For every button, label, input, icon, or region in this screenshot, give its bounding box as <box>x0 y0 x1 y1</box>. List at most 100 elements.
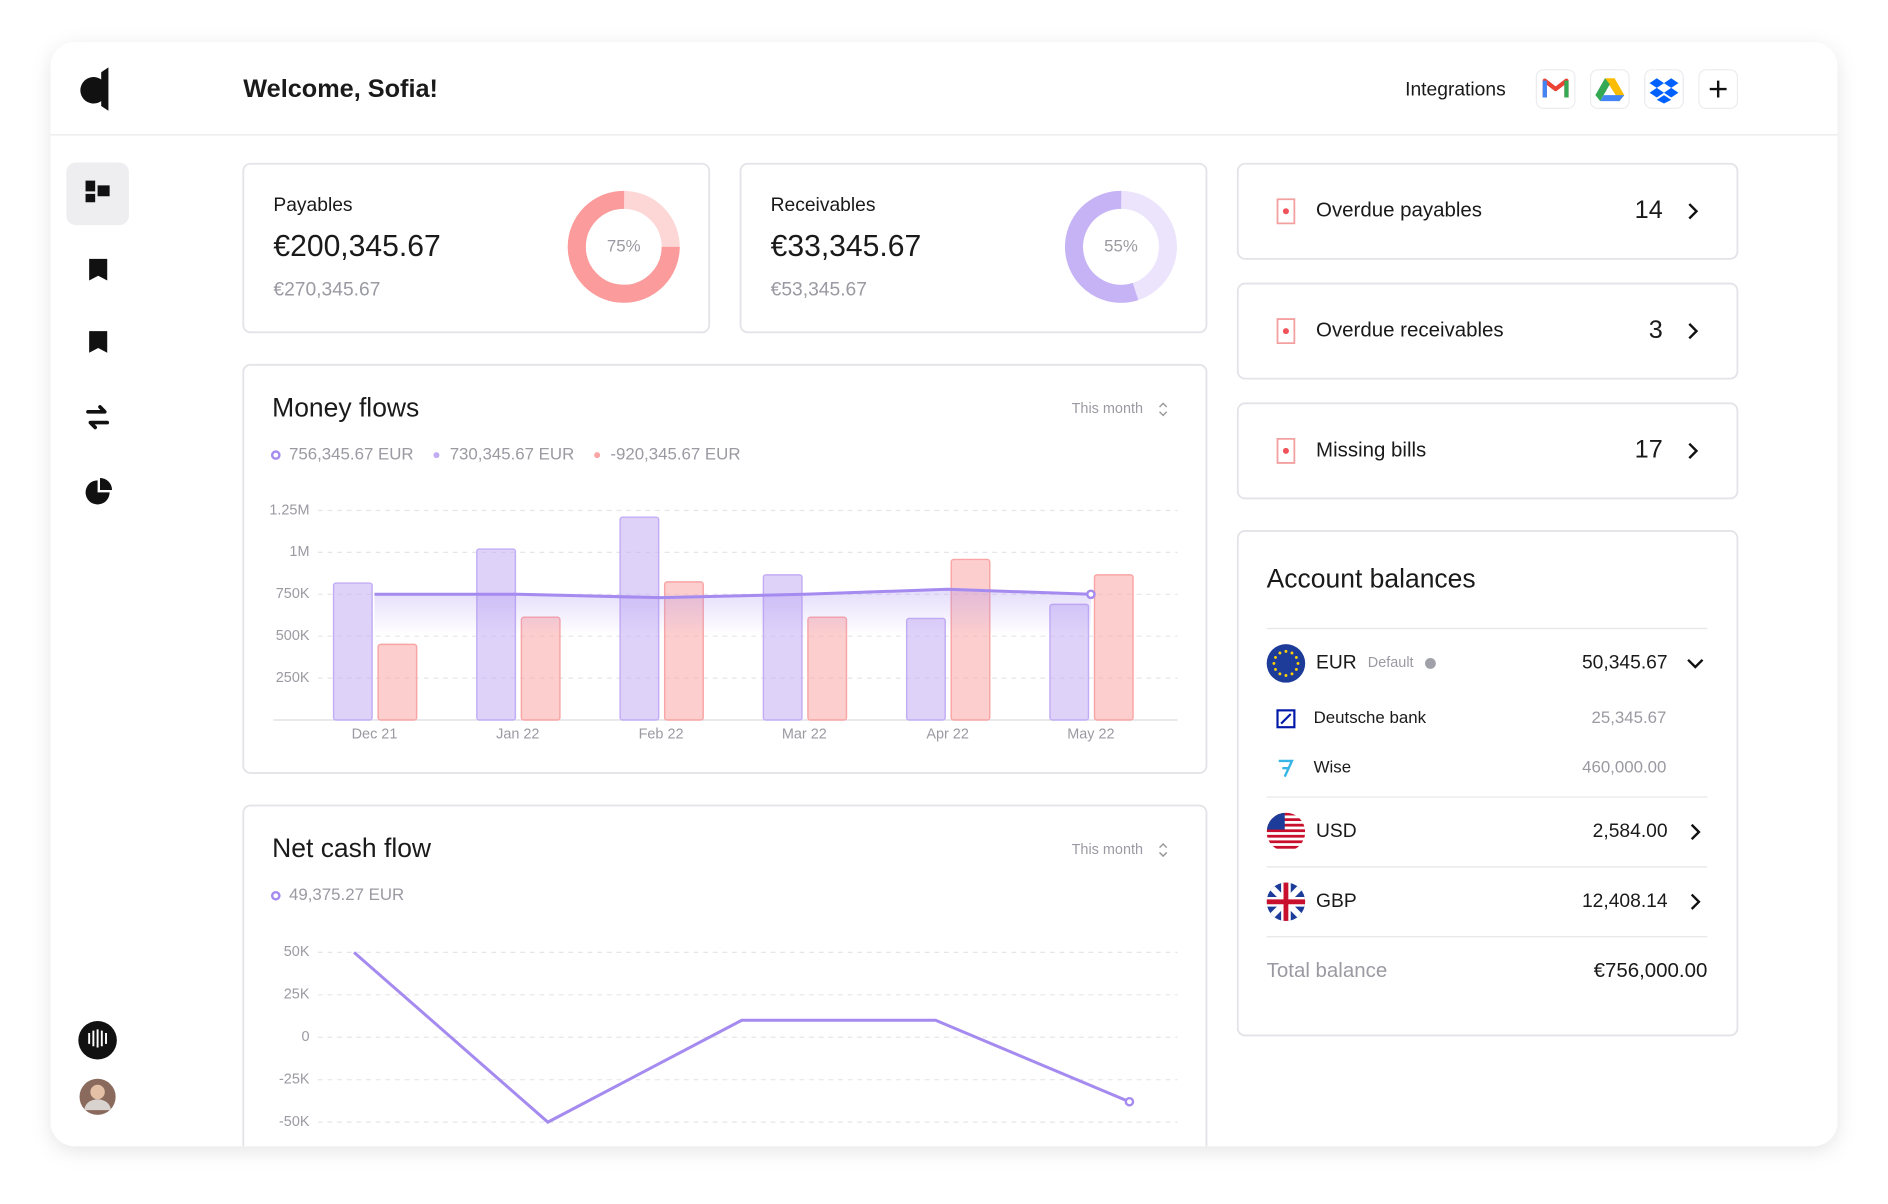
nav-receivables[interactable] <box>89 331 108 353</box>
period-chevron <box>1159 842 1168 858</box>
bank-icon-wise <box>1278 759 1294 778</box>
bank-amount: 25,345.67 <box>1591 708 1666 727</box>
alert-card[interactable] <box>1236 282 1739 380</box>
alert-icon-dot <box>1282 447 1289 454</box>
currency-amount: 2,584.00 <box>1593 821 1668 842</box>
chart-title: Net cash flow <box>272 833 432 863</box>
default-badge: Default <box>1368 655 1414 671</box>
flag-star <box>1272 661 1276 665</box>
x-tick-label: Feb 22 <box>639 726 684 742</box>
nav-dashboard[interactable] <box>85 180 110 203</box>
row-chevron[interactable] <box>1687 658 1704 669</box>
flag-stripe <box>1266 812 1306 816</box>
row-chevron[interactable] <box>1690 893 1701 910</box>
nav-payables[interactable] <box>89 258 108 281</box>
nav-transfers[interactable] <box>86 405 110 430</box>
legend-marker <box>433 452 440 459</box>
receivables-donut-arc <box>1065 190 1177 303</box>
add-integration[interactable] <box>1698 69 1739 109</box>
chart-title: Money flows <box>272 392 419 422</box>
alert-card[interactable] <box>1236 162 1739 260</box>
alert-chevron <box>1688 323 1699 340</box>
total-amount: €756,000.00 <box>1594 959 1708 982</box>
net-cash-flow-card <box>242 804 1208 1147</box>
y-tick-label: 0 <box>301 1029 309 1045</box>
legend-label: 756,345.67 EUR <box>289 445 414 464</box>
flag-star <box>1294 667 1298 671</box>
flag-star <box>1278 672 1282 676</box>
legend-marker <box>594 452 601 459</box>
payables-label: Payables <box>273 195 352 216</box>
x-tick-label: May 22 <box>1067 726 1114 742</box>
currency-code: EUR <box>1316 652 1357 673</box>
total-label: Total balance <box>1267 959 1388 982</box>
support-button[interactable] <box>78 1020 117 1060</box>
bank-icon-db <box>1276 709 1296 729</box>
period-select[interactable]: This month <box>1072 401 1143 417</box>
line-end-marker <box>1124 1096 1135 1107</box>
line-end-marker <box>1086 589 1096 600</box>
flag-gbp <box>1266 882 1306 922</box>
line-area <box>374 589 1091 720</box>
flag-star <box>1296 661 1300 665</box>
flag-stripe <box>1266 834 1306 838</box>
line-series <box>374 587 1091 600</box>
alert-label: Overdue payables <box>1316 199 1482 222</box>
welcome-title: Welcome, Sofia! <box>243 75 438 103</box>
bank-amount: 460,000.00 <box>1582 758 1666 777</box>
flag-star <box>1290 651 1294 655</box>
y-tick-label: 750K <box>276 586 310 602</box>
flag-star <box>1278 651 1282 655</box>
x-tick-label: Jan 22 <box>496 726 539 742</box>
payables-donut-arc <box>567 190 680 303</box>
alert-count: 3 <box>1649 316 1663 344</box>
flag-cross-red <box>1266 882 1306 922</box>
currency-amount: 50,345.67 <box>1582 652 1668 673</box>
period-chevron <box>1159 402 1168 417</box>
y-tick-label: 50K <box>284 944 310 960</box>
y-tick-label: 500K <box>276 628 310 644</box>
nav-analytics[interactable] <box>85 477 113 505</box>
flag-stripe <box>1266 845 1306 849</box>
alert-count: 17 <box>1635 436 1663 464</box>
logo[interactable] <box>80 67 109 111</box>
alert-chevron <box>1688 442 1699 459</box>
alert-icon <box>1276 198 1296 225</box>
accounts-title: Account balances <box>1267 563 1476 593</box>
y-tick-label: -25K <box>279 1071 310 1087</box>
y-tick-label: 1M <box>289 544 309 560</box>
alert-chevron <box>1688 203 1699 220</box>
integration-drive[interactable] <box>1589 69 1630 109</box>
x-tick-label: Apr 22 <box>926 726 969 742</box>
user-avatar[interactable] <box>79 1078 116 1115</box>
flag-usd <box>1266 812 1306 849</box>
integrations-label: Integrations <box>1405 79 1506 100</box>
row-chevron[interactable] <box>1690 823 1701 841</box>
integration-dropbox[interactable] <box>1644 69 1684 109</box>
bank-icon-db-slash <box>1280 713 1292 725</box>
alert-card[interactable] <box>1236 402 1739 500</box>
legend-label: 49,375.27 EUR <box>289 885 404 904</box>
y-tick-label: 1.25M <box>269 502 309 518</box>
alert-icon-dot <box>1282 328 1289 335</box>
bar <box>1093 574 1134 721</box>
alert-label: Overdue receivables <box>1316 319 1504 342</box>
account-balances-card <box>1236 530 1739 1037</box>
flag-star <box>1274 667 1277 671</box>
integration-gmail[interactable] <box>1535 69 1576 109</box>
period-select[interactable]: This month <box>1072 842 1143 858</box>
legend-label: -920,345.67 EUR <box>610 445 740 464</box>
y-tick-label: -50K <box>279 1114 310 1130</box>
receivables-label: Receivables <box>771 195 876 216</box>
x-tick-label: Dec 21 <box>352 726 398 742</box>
info-icon <box>1424 657 1436 669</box>
flag-star <box>1290 672 1294 676</box>
alert-label: Missing bills <box>1316 438 1426 461</box>
alert-icon <box>1276 318 1296 345</box>
line-series <box>353 951 1130 1124</box>
flag-star <box>1294 655 1298 659</box>
flag-stripe <box>1266 840 1306 844</box>
bank-name: Wise <box>1314 758 1351 777</box>
flag-stripe <box>1266 829 1306 833</box>
